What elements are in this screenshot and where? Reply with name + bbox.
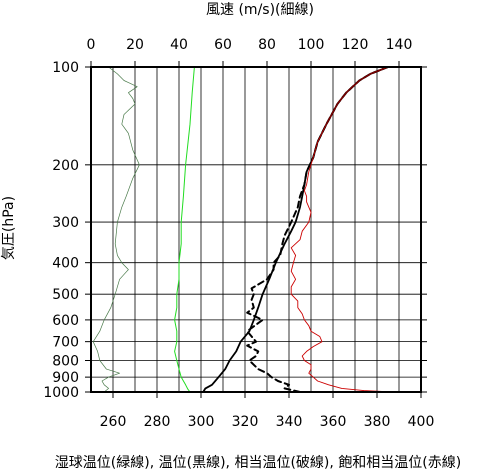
series-layer (92, 66, 393, 393)
wind-tick-label: 120 (342, 37, 369, 53)
tick-layer: 260 280 300 320 340 360 380 400 0 20 40 60 80 100 120 1… (43, 37, 434, 430)
grid-layer (90, 66, 422, 393)
pressure-tick-label: 600 (52, 313, 79, 329)
wind-tick-label: 20 (126, 37, 144, 53)
left-axis-title: 気圧(hPa) (1, 196, 17, 260)
bottom-axis-title: 湿球温位(緑線), 温位(黒線), 相当温位(破線), 飽和相当温位(赤線) (55, 454, 461, 471)
equivalent-potential-temperature-line (246, 66, 389, 393)
pressure-tick-label: 1000 (43, 385, 79, 401)
pressure-tick-label: 700 (52, 335, 79, 351)
theta-tick-label: 340 (276, 414, 303, 430)
theta-tick-label: 380 (364, 414, 391, 430)
theta-tick-label: 400 (408, 414, 435, 430)
theta-tick-label: 300 (188, 414, 215, 430)
wind-tick-label: 140 (386, 37, 413, 53)
pressure-tick-label: 500 (52, 287, 79, 303)
wind-speed-line (92, 66, 140, 393)
wind-tick-label: 60 (214, 37, 232, 53)
wet-bulb-potential-temperature-line (174, 66, 195, 393)
theta-tick-label: 360 (320, 414, 347, 430)
pressure-tick-label: 100 (52, 60, 79, 76)
top-axis-title: 風速 (m/s)(細線) (206, 2, 314, 18)
saturated-equivalent-potential-temperature-upper-line (325, 66, 389, 125)
theta-tick-label: 260 (100, 414, 127, 430)
wind-tick-label: 100 (298, 37, 325, 53)
pressure-tick-label: 900 (52, 370, 79, 386)
plot-frame (90, 66, 422, 393)
wind-tick-label: 0 (87, 37, 96, 53)
theta-tick-label: 320 (232, 414, 259, 430)
pressure-tick-label: 200 (52, 158, 79, 174)
pressure-tick-label: 800 (52, 354, 79, 370)
wind-tick-label: 80 (258, 37, 276, 53)
pressure-tick-label: 300 (52, 215, 79, 231)
potential-temperature-line (202, 66, 389, 393)
saturated-equivalent-potential-temperature-line (290, 123, 393, 393)
theta-tick-label: 280 (144, 414, 171, 430)
wind-tick-label: 40 (170, 37, 188, 53)
pressure-tick-label: 400 (52, 256, 79, 272)
